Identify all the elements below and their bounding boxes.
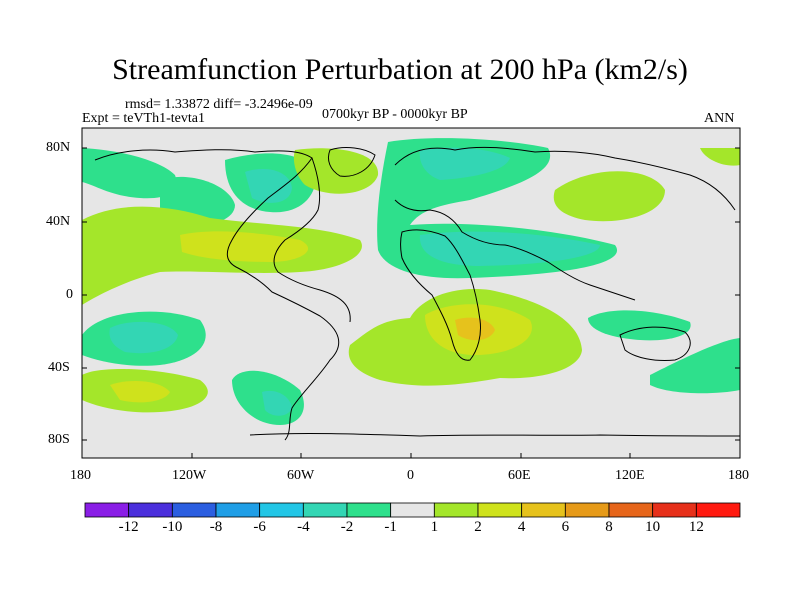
colorbar-swatch	[128, 502, 173, 518]
field-nwpac-pos	[553, 171, 665, 222]
coast-africa	[400, 229, 481, 361]
x-tick-label: 0	[407, 468, 414, 483]
colorbar-label: -12	[118, 519, 139, 535]
stats-text: rmsd= 1.33872 diff= -3.2496e-09	[125, 97, 313, 112]
colorbar-label: -8	[209, 519, 223, 535]
x-tick-label: 180	[70, 468, 91, 483]
colorbar-label: -4	[297, 519, 310, 535]
colorbar-swatch	[695, 502, 741, 518]
y-tick-label: 80N	[46, 140, 71, 155]
colorbar-swatch	[84, 502, 130, 518]
colorbar-swatch	[521, 502, 566, 518]
coast-eurasia-south	[394, 199, 636, 301]
colorbar-swatch	[302, 502, 348, 518]
colorbar-label: 8	[605, 519, 613, 535]
colorbar-swatch	[259, 502, 304, 518]
field-eurasia-neg2	[419, 147, 510, 180]
field-npac-pos	[82, 148, 177, 199]
colorbar-label: 12	[688, 519, 704, 535]
colorbar-swatch	[346, 502, 392, 518]
field-africa-neg	[419, 231, 600, 266]
y-tick-label: 0	[66, 287, 73, 302]
colorbar-label: -10	[162, 519, 183, 535]
y-tick-marks	[82, 147, 740, 441]
field-canada-neg2	[245, 168, 292, 203]
field-samerica-neg2	[262, 390, 292, 416]
colorbar-swatch	[564, 502, 610, 518]
field-greenland-pos	[293, 148, 379, 194]
coast-americas-west	[94, 149, 340, 441]
colorbar-label: 2	[474, 519, 482, 535]
x-tick-marks	[81, 453, 741, 458]
field-saustralia-neg	[650, 338, 740, 394]
x-tick-label: 120W	[172, 468, 207, 483]
colorbar-swatch	[477, 502, 523, 518]
season-label: ANN	[704, 111, 735, 126]
colorbar-swatch	[215, 502, 261, 518]
y-tick-label: 80S	[48, 432, 70, 447]
colorbar	[84, 502, 741, 518]
field-spac-neg2	[109, 321, 178, 354]
colorbar-swatch	[608, 502, 654, 518]
coast-greenland	[327, 147, 376, 177]
colorbar-swatch	[390, 502, 435, 518]
contour-fields	[82, 138, 740, 425]
experiment-label: Expt = teVTh1-tevta1	[82, 111, 205, 126]
field-seindian-neg	[588, 310, 691, 341]
field-spac-pos2	[110, 380, 170, 403]
coast-americas-east	[273, 157, 351, 323]
colorbar-label: -1	[384, 519, 397, 535]
colorbar-swatch	[652, 502, 697, 518]
coast-australia	[619, 326, 691, 361]
colorbar-label: 6	[561, 519, 570, 535]
coastlines	[94, 146, 740, 441]
colorbar-label: 4	[517, 519, 526, 535]
coast-antarctica	[249, 432, 740, 437]
colorbar-swatch	[171, 502, 217, 518]
x-tick-label: 180	[728, 468, 749, 483]
x-tick-label: 120E	[615, 468, 645, 483]
y-tick-label: 40N	[46, 214, 71, 229]
field-safrica-pos3	[455, 317, 495, 341]
field-na-pos2	[180, 231, 309, 262]
x-tick-label: 60E	[508, 468, 531, 483]
y-tick-label: 40S	[48, 360, 70, 375]
coast-eurasia-north	[394, 146, 736, 211]
colorbar-label: -6	[253, 519, 266, 535]
period-label: 0700kyr BP - 0000kyr BP	[322, 107, 468, 122]
page-title: Streamfunction Perturbation at 200 hPa (…	[112, 53, 688, 86]
field-npac-east-pos	[700, 148, 740, 166]
colorbar-label: 1	[430, 519, 439, 535]
colorbar-label: 10	[645, 519, 661, 535]
x-tick-label: 60W	[287, 468, 315, 483]
colorbar-label: -2	[340, 519, 354, 535]
colorbar-swatch	[433, 502, 479, 518]
